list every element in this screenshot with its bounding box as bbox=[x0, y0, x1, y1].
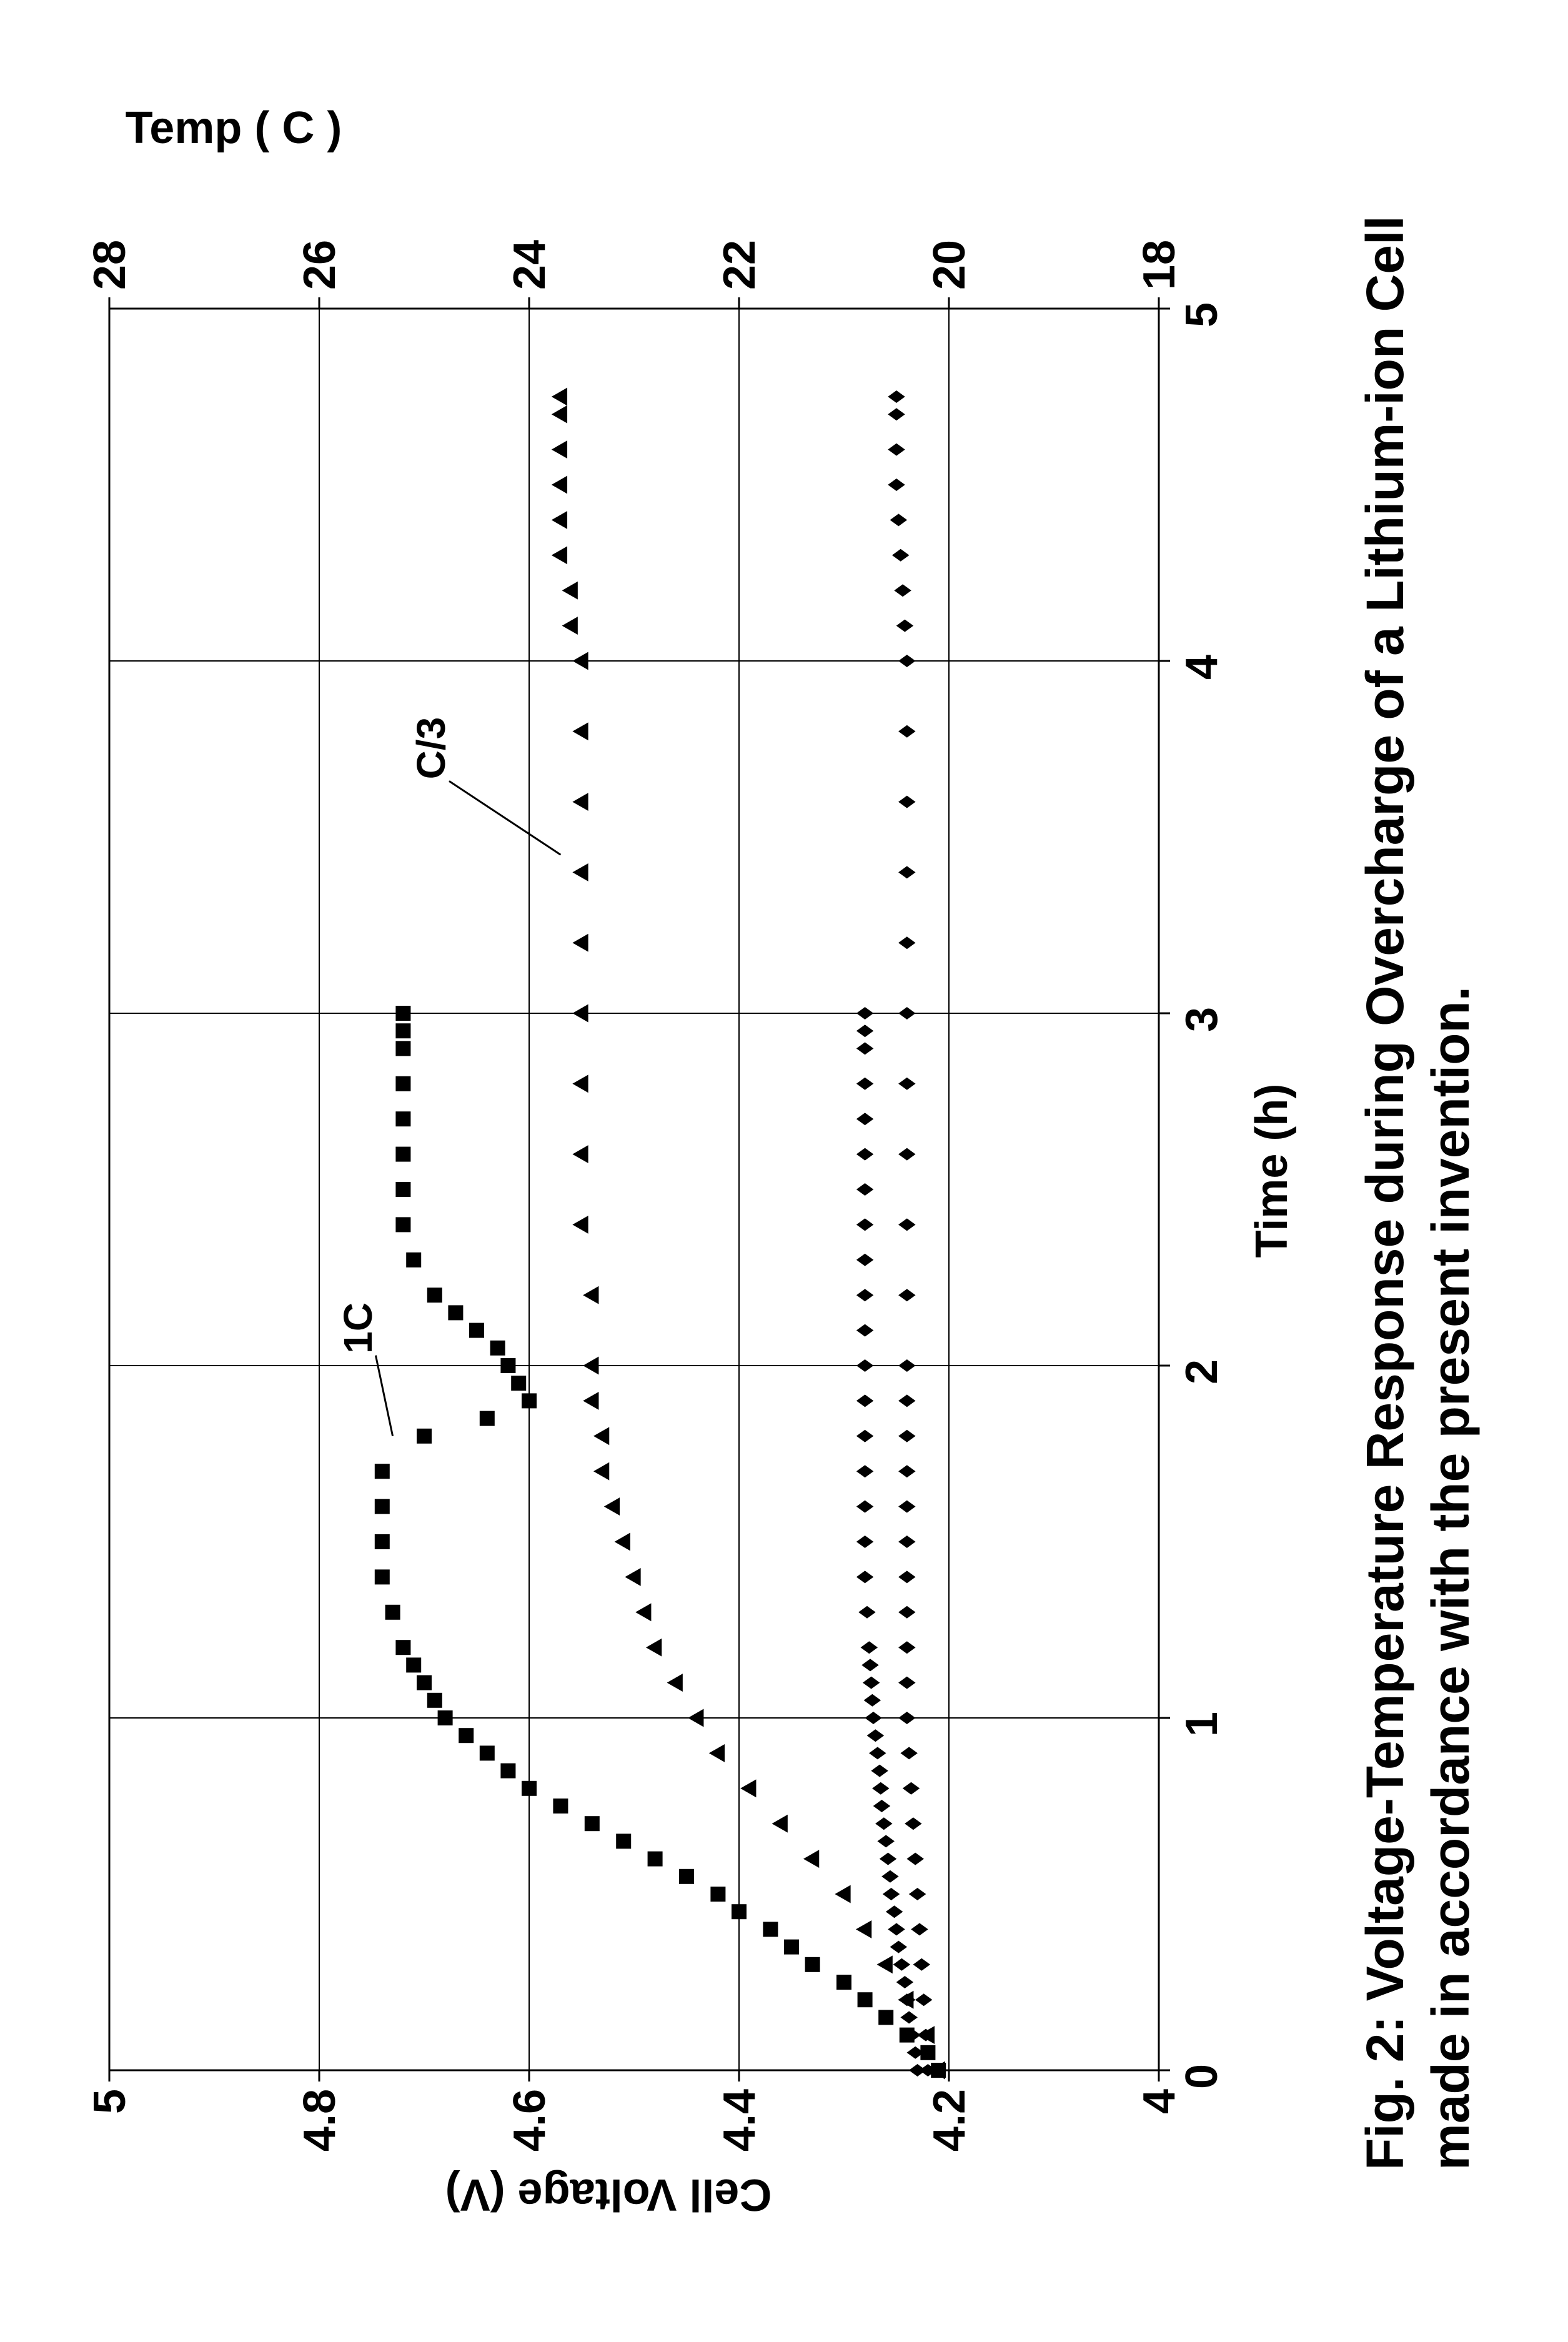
x-tick-label: 2 bbox=[1176, 1359, 1228, 1384]
annotation-c3: C/3 bbox=[408, 717, 454, 780]
y-left-tick-label: 4.4 bbox=[714, 2089, 765, 2151]
page: Cell Voltage (V) Temp ( C ) Time (h) Fig… bbox=[0, 0, 1568, 2342]
y-left-tick-label: 5 bbox=[84, 2089, 136, 2114]
y-axis-left-title: Cell Voltage (V) bbox=[327, 2169, 890, 2220]
chart-card: Cell Voltage (V) Temp ( C ) Time (h) Fig… bbox=[34, 46, 1534, 2295]
y-right-tick-label: 20 bbox=[924, 240, 975, 290]
plot-svg bbox=[34, 46, 1534, 2295]
annotation-1c: 1C bbox=[335, 1302, 381, 1354]
x-tick-label: 1 bbox=[1176, 1712, 1228, 1737]
x-tick-label: 5 bbox=[1176, 302, 1228, 327]
y-axis-right-title: Temp ( C ) bbox=[46, 102, 421, 154]
y-right-tick-label: 24 bbox=[504, 240, 555, 290]
x-tick-label: 0 bbox=[1176, 2064, 1228, 2089]
y-left-tick-label: 4 bbox=[1134, 2089, 1185, 2114]
x-axis-title: Time (h) bbox=[1246, 1084, 1298, 1258]
y-left-tick-label: 4.6 bbox=[504, 2089, 555, 2151]
y-right-tick-label: 26 bbox=[294, 240, 345, 290]
x-tick-label: 3 bbox=[1176, 1007, 1228, 1032]
y-right-tick-label: 18 bbox=[1134, 240, 1185, 290]
y-left-tick-label: 4.8 bbox=[294, 2089, 345, 2151]
figure-caption: Fig. 2: Voltage-Temperature Response dur… bbox=[1352, 171, 1484, 2170]
plot-wrap: Cell Voltage (V) Temp ( C ) Time (h) Fig… bbox=[34, 46, 1534, 2295]
y-left-tick-label: 4.2 bbox=[924, 2089, 975, 2151]
y-right-tick-label: 22 bbox=[714, 240, 765, 290]
y-right-tick-label: 28 bbox=[84, 240, 136, 290]
x-tick-label: 4 bbox=[1176, 655, 1228, 680]
